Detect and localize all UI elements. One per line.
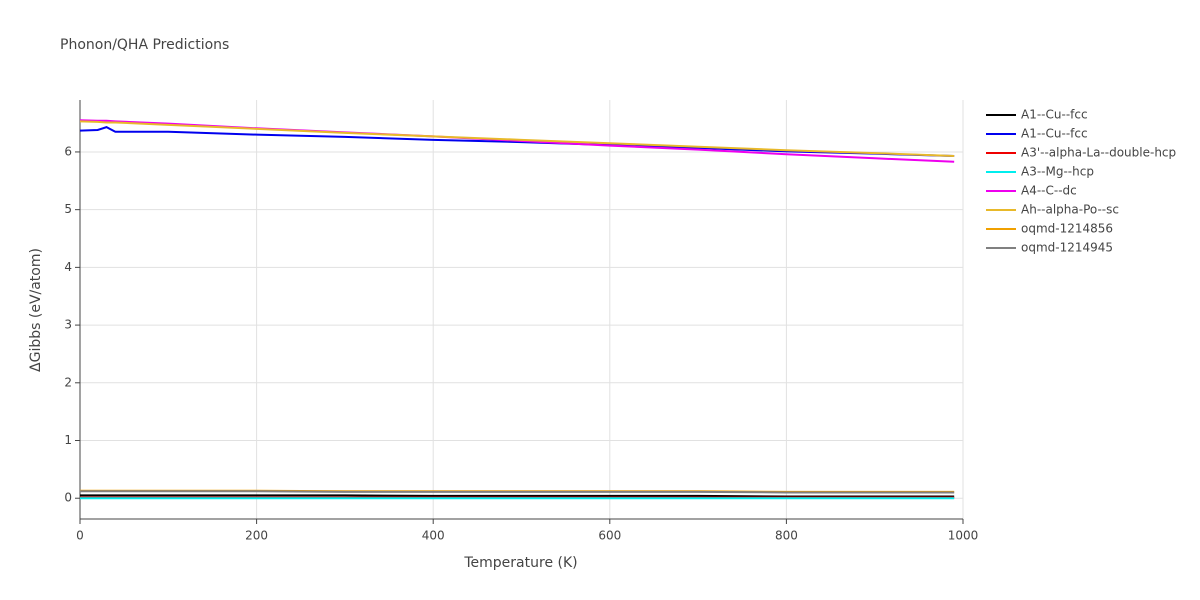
series-line: [80, 490, 955, 494]
chart-title: Phonon/QHA Predictions: [60, 37, 229, 53]
x-tick-label: 200: [245, 529, 268, 543]
legend-label: A3--Mg--hcp: [1021, 165, 1094, 179]
y-tick-label: 2: [64, 375, 72, 389]
y-tick-label: 0: [64, 491, 72, 505]
series-line: [79, 120, 955, 157]
series-line: [80, 494, 955, 498]
x-tick-label: 600: [598, 529, 621, 543]
legend-label: A4--C--dc: [1021, 184, 1077, 198]
series-line: [79, 126, 955, 157]
y-tick-label: 4: [64, 260, 72, 274]
legend-label: oqmd-1214945: [1021, 241, 1113, 255]
y-axis-label: ΔGibbs (eV/atom): [28, 248, 44, 372]
x-tick-label: 800: [775, 529, 798, 543]
y-tick-label: 5: [64, 202, 72, 216]
legend-label: A1--Cu--fcc: [1021, 127, 1088, 141]
legend-label: Ah--alpha-Po--sc: [1021, 203, 1119, 217]
x-tick-label: 0: [76, 529, 84, 543]
x-axis-label: Temperature (K): [463, 555, 577, 571]
legend-label: A3'--alpha-La--double-hcp: [1021, 146, 1176, 160]
x-tick-label: 1000: [948, 529, 979, 543]
y-tick-label: 1: [64, 433, 72, 447]
y-tick-label: 3: [64, 318, 72, 332]
legend-label: A1--Cu--fcc: [1021, 108, 1088, 122]
x-tick-label: 400: [422, 529, 445, 543]
legend-label: oqmd-1214856: [1021, 222, 1113, 236]
y-tick-label: 6: [64, 144, 72, 158]
